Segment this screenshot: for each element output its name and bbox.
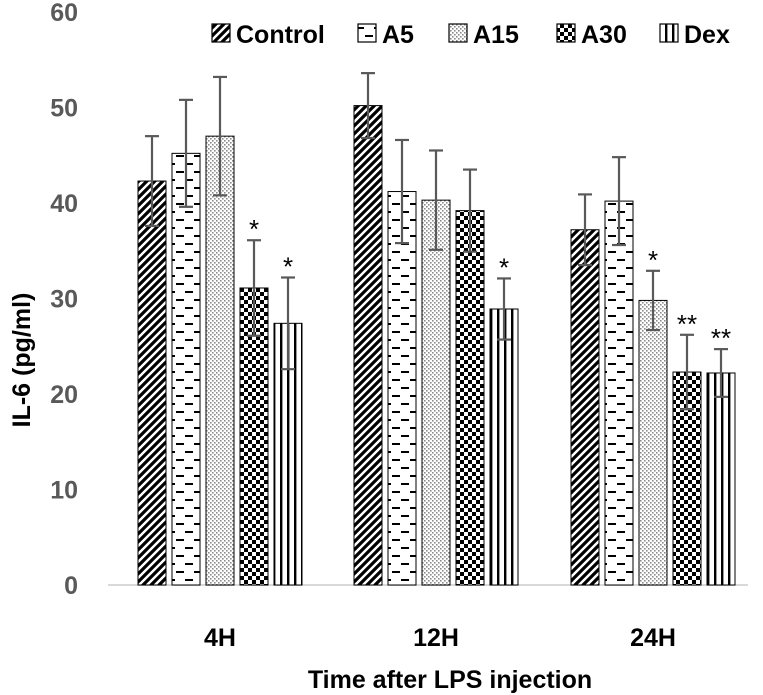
y-tick-label: 0 bbox=[64, 572, 78, 600]
legend-swatch-dex bbox=[659, 23, 679, 43]
x-tick-label: 4H bbox=[204, 624, 236, 652]
bar-a15-12h bbox=[421, 199, 451, 586]
y-tick-label: 40 bbox=[50, 190, 78, 218]
legend-swatch-a30 bbox=[556, 23, 576, 43]
legend-label-dex: Dex bbox=[684, 21, 730, 49]
y-tick-label: 10 bbox=[50, 477, 78, 505]
bar-dex-24h bbox=[706, 372, 736, 586]
significance-marker: * bbox=[499, 252, 509, 282]
significance-marker: * bbox=[283, 251, 293, 281]
legend-swatch-a15 bbox=[448, 23, 468, 43]
bar-a15-24h bbox=[638, 299, 668, 586]
significance-marker: * bbox=[249, 214, 259, 244]
legend-label-a5: A5 bbox=[382, 21, 414, 49]
x-tick-label: 24H bbox=[630, 624, 676, 652]
significance-marker: * bbox=[648, 245, 658, 275]
y-tick-label: 50 bbox=[50, 95, 78, 123]
legend-swatch-control bbox=[211, 23, 231, 43]
bar-a15-4h bbox=[205, 135, 235, 586]
bar-control-24h bbox=[570, 229, 600, 586]
bar-a30-12h bbox=[455, 210, 485, 586]
bars: ** * *** ** bbox=[137, 72, 736, 586]
legend-swatch-a5 bbox=[357, 23, 377, 43]
bar-control-4h bbox=[137, 180, 167, 586]
bar-dex-12h bbox=[489, 308, 519, 586]
x-axis-category-labels: 4H 12H 24H bbox=[204, 624, 676, 652]
x-axis-title: Time after LPS injection bbox=[308, 666, 592, 694]
legend: Control A5 A15 A30 Dex bbox=[211, 21, 730, 49]
y-axis-title: IL-6 (pg/ml) bbox=[8, 293, 36, 428]
bar-a5-12h bbox=[387, 191, 417, 586]
bar-control-12h bbox=[353, 105, 383, 586]
y-tick-label: 60 bbox=[50, 0, 78, 27]
bar-dex-4h bbox=[273, 322, 303, 586]
legend-label-a30: A30 bbox=[581, 21, 627, 49]
legend-label-a15: A15 bbox=[473, 21, 519, 49]
x-tick-label: 12H bbox=[413, 624, 459, 652]
bar-a5-24h bbox=[604, 200, 634, 586]
y-tick-label: 20 bbox=[50, 381, 78, 409]
y-axis: 0 10 20 30 40 50 60 bbox=[50, 0, 78, 600]
y-tick-label: 30 bbox=[50, 286, 78, 314]
bar-a5-4h bbox=[171, 152, 201, 586]
significance-marker: ** bbox=[711, 323, 731, 353]
significance-marker: ** bbox=[677, 309, 697, 339]
legend-label-control: Control bbox=[236, 21, 325, 49]
